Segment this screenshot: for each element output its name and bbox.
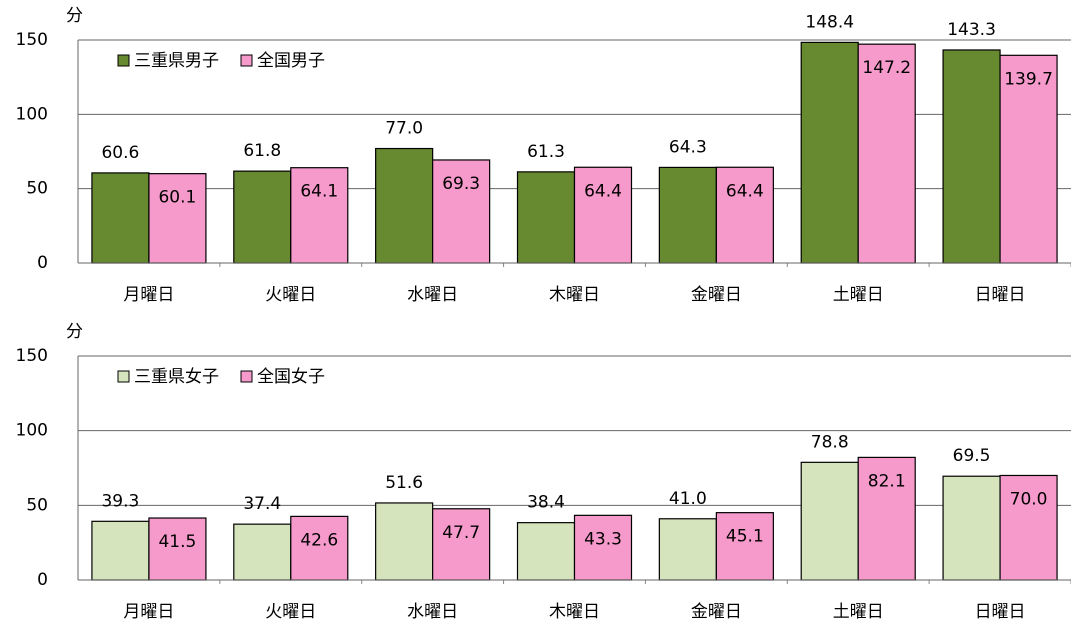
legend-swatch <box>240 54 253 67</box>
bar <box>942 475 1001 581</box>
data-label: 64.3 <box>669 137 707 157</box>
y-axis-label: 分 <box>66 6 83 26</box>
x-tick-label: 火曜日 <box>265 602 316 622</box>
bar <box>516 522 576 581</box>
bar <box>91 172 150 264</box>
data-label: 70.0 <box>1010 489 1048 509</box>
legend-swatch <box>117 54 130 67</box>
y-axis-label: 分 <box>66 322 83 342</box>
x-tick-label: 土曜日 <box>833 602 884 622</box>
bar <box>432 508 491 581</box>
data-label: 148.4 <box>805 12 854 32</box>
data-label: 51.6 <box>385 473 423 493</box>
bar <box>375 502 434 581</box>
bar <box>290 167 349 264</box>
bar <box>857 43 916 264</box>
x-tick-label: 火曜日 <box>265 285 316 305</box>
data-label: 78.8 <box>811 432 849 452</box>
y-tick-label: 0 <box>37 253 48 273</box>
x-tick-label: 金曜日 <box>691 602 742 622</box>
bar <box>516 171 576 264</box>
legend-label: 全国男子 <box>257 51 325 71</box>
data-label: 41.0 <box>669 489 707 509</box>
x-tick-label: 水曜日 <box>407 602 458 622</box>
bar <box>715 512 774 581</box>
bar <box>715 166 774 264</box>
data-label: 143.3 <box>947 20 996 40</box>
data-label: 69.5 <box>953 446 991 466</box>
data-label: 43.3 <box>584 529 622 549</box>
data-label: 39.3 <box>101 491 139 511</box>
data-label: 77.0 <box>385 119 423 139</box>
bar <box>91 520 150 581</box>
x-tick-label: 月曜日 <box>123 285 174 305</box>
bar <box>800 41 859 264</box>
bar <box>290 515 349 581</box>
x-tick-label: 木曜日 <box>549 602 600 622</box>
y-tick-label: 100 <box>16 421 48 441</box>
bar <box>999 54 1058 264</box>
data-label: 60.1 <box>158 188 196 208</box>
bar <box>375 147 434 264</box>
data-label: 41.5 <box>158 532 196 552</box>
bar <box>857 456 916 581</box>
data-label: 69.3 <box>442 174 480 194</box>
x-tick-label: 金曜日 <box>691 285 742 305</box>
y-tick-label: 0 <box>37 570 48 590</box>
x-tick-label: 水曜日 <box>407 285 458 305</box>
data-label: 139.7 <box>1004 69 1053 89</box>
data-label: 61.3 <box>527 142 565 162</box>
data-label: 61.8 <box>243 141 281 161</box>
data-label: 47.7 <box>442 523 480 543</box>
x-tick-label: 木曜日 <box>549 285 600 305</box>
x-tick-label: 月曜日 <box>123 602 174 622</box>
y-tick-label: 50 <box>26 495 48 515</box>
y-tick-label: 100 <box>16 104 48 124</box>
bar <box>233 523 292 581</box>
x-tick-label: 土曜日 <box>833 285 884 305</box>
bar <box>148 517 207 581</box>
x-tick-label: 日曜日 <box>975 602 1026 622</box>
data-label: 38.4 <box>527 493 565 513</box>
legend-label: 三重県女子 <box>134 367 219 387</box>
y-tick-label: 150 <box>16 346 48 366</box>
bar <box>800 461 859 581</box>
legend-label: 全国女子 <box>257 367 325 387</box>
data-label: 64.4 <box>726 181 764 201</box>
data-label: 37.4 <box>243 494 281 514</box>
data-label: 60.6 <box>101 143 139 163</box>
data-label: 45.1 <box>726 527 764 547</box>
bar <box>942 49 1001 264</box>
legend-label: 三重県男子 <box>134 51 219 71</box>
data-label: 64.1 <box>300 182 338 202</box>
data-label: 42.6 <box>300 530 338 550</box>
bar <box>432 159 491 264</box>
bar <box>658 166 717 264</box>
data-label: 64.4 <box>584 181 622 201</box>
data-label: 82.1 <box>868 471 906 491</box>
y-tick-label: 150 <box>16 30 48 50</box>
legend-swatch <box>240 370 253 383</box>
bar <box>233 170 292 264</box>
legend-swatch <box>117 370 130 383</box>
bar <box>658 518 717 581</box>
bar <box>999 474 1058 581</box>
x-tick-label: 日曜日 <box>975 285 1026 305</box>
data-label: 147.2 <box>862 58 911 78</box>
y-tick-label: 50 <box>26 179 48 199</box>
